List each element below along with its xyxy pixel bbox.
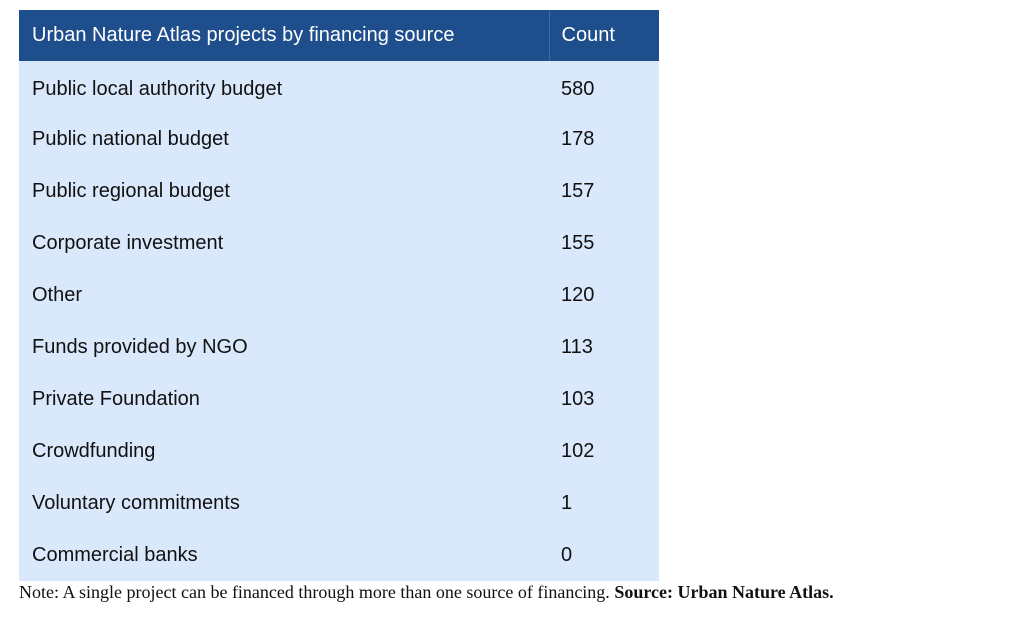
financing-source-cell: Funds provided by NGO (19, 321, 549, 373)
financing-source-cell: Public regional budget (19, 165, 549, 217)
financing-source-cell: Corporate investment (19, 217, 549, 269)
financing-source-cell: Other (19, 269, 549, 321)
financing-source-cell: Public local authority budget (19, 61, 549, 113)
count-cell: 120 (549, 269, 659, 321)
table-row: Other 120 (19, 269, 659, 321)
financing-source-cell: Public national budget (19, 113, 549, 165)
header-financing-source: Urban Nature Atlas projects by financing… (19, 10, 549, 61)
count-cell: 1 (549, 477, 659, 529)
financing-table-container: Urban Nature Atlas projects by financing… (19, 10, 659, 581)
count-cell: 157 (549, 165, 659, 217)
table-row: Corporate investment 155 (19, 217, 659, 269)
table-row: Public local authority budget 580 (19, 61, 659, 113)
table-row: Funds provided by NGO 113 (19, 321, 659, 373)
financing-source-cell: Commercial banks (19, 529, 549, 581)
count-cell: 580 (549, 61, 659, 113)
table-row: Public national budget 178 (19, 113, 659, 165)
table-footnote: Note: A single project can be financed t… (19, 582, 834, 603)
count-cell: 113 (549, 321, 659, 373)
count-cell: 0 (549, 529, 659, 581)
footnote-source: Source: Urban Nature Atlas. (614, 582, 834, 602)
financing-source-cell: Private Foundation (19, 373, 549, 425)
table-body: Public local authority budget 580 Public… (19, 61, 659, 581)
count-cell: 102 (549, 425, 659, 477)
table-row: Crowdfunding 102 (19, 425, 659, 477)
count-cell: 103 (549, 373, 659, 425)
count-cell: 155 (549, 217, 659, 269)
table-row: Public regional budget 157 (19, 165, 659, 217)
table-row: Voluntary commitments 1 (19, 477, 659, 529)
table-row: Commercial banks 0 (19, 529, 659, 581)
financing-source-cell: Crowdfunding (19, 425, 549, 477)
header-row: Urban Nature Atlas projects by financing… (19, 10, 659, 61)
financing-source-table: Urban Nature Atlas projects by financing… (19, 10, 659, 581)
footnote-text: Note: A single project can be financed t… (19, 582, 610, 602)
count-cell: 178 (549, 113, 659, 165)
table-header: Urban Nature Atlas projects by financing… (19, 10, 659, 61)
header-count: Count (548, 10, 659, 61)
table-row: Private Foundation 103 (19, 373, 659, 425)
financing-source-cell: Voluntary commitments (19, 477, 549, 529)
